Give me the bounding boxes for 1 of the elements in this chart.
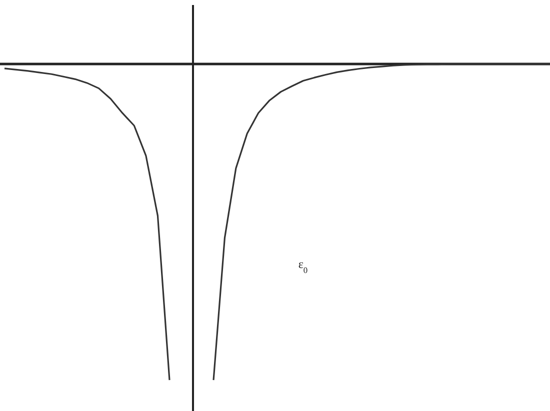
- annotation: ε$_{0}$: [298, 257, 308, 274]
